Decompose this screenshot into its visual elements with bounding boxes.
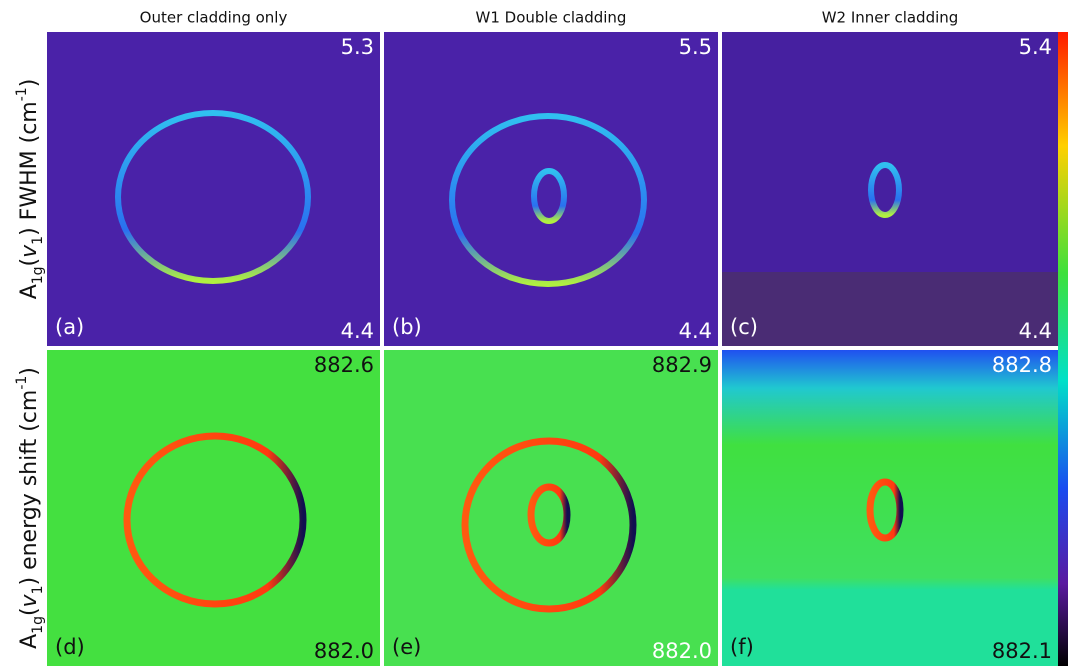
min-value: 882.0: [652, 639, 712, 663]
max-value: 5.4: [1019, 35, 1052, 59]
panel-image: [47, 32, 380, 346]
colorbar: [1058, 32, 1068, 666]
max-value: 5.5: [679, 35, 712, 59]
min-value: 882.0: [314, 639, 374, 663]
max-value: 5.3: [341, 35, 374, 59]
panel-label: (c): [730, 315, 758, 339]
min-value: 4.4: [341, 319, 374, 343]
panel-image: [384, 32, 718, 346]
column-title: W2 Inner cladding: [822, 9, 959, 27]
column-title: Outer cladding only: [140, 9, 288, 27]
row-label: A1g(v1) FWHM (cm-1): [14, 79, 46, 300]
panel-label: (a): [55, 315, 84, 339]
panel-label: (b): [392, 315, 422, 339]
panel: (f) 882.8 882.1: [722, 350, 1058, 666]
panel-label: (f): [730, 635, 754, 659]
max-value: 882.6: [314, 353, 374, 377]
figure: Outer cladding only W1 Double cladding W2 …: [0, 0, 1068, 666]
max-value: 882.8: [992, 353, 1052, 377]
panel-image: [722, 350, 1058, 666]
panel: (d) 882.6 882.0: [47, 350, 380, 666]
min-value: 4.4: [1019, 319, 1052, 343]
panel: (b) 5.5 4.4: [384, 32, 718, 346]
panel-label: (e): [392, 635, 421, 659]
min-value: 4.4: [679, 319, 712, 343]
panel: (a) 5.3 4.4: [47, 32, 380, 346]
column-title: W1 Double cladding: [476, 9, 627, 27]
panel-region: [722, 272, 1058, 346]
min-value: 882.1: [992, 639, 1052, 663]
max-value: 882.9: [652, 353, 712, 377]
row-label: A1g(v1) energy shift (cm-1): [14, 367, 46, 649]
panel-label: (d): [55, 635, 85, 659]
panel-image: [47, 350, 380, 666]
panel-image: [384, 350, 718, 666]
panel: (c) 5.4 4.4: [722, 32, 1058, 346]
panel: (e) 882.9 882.0: [384, 350, 718, 666]
